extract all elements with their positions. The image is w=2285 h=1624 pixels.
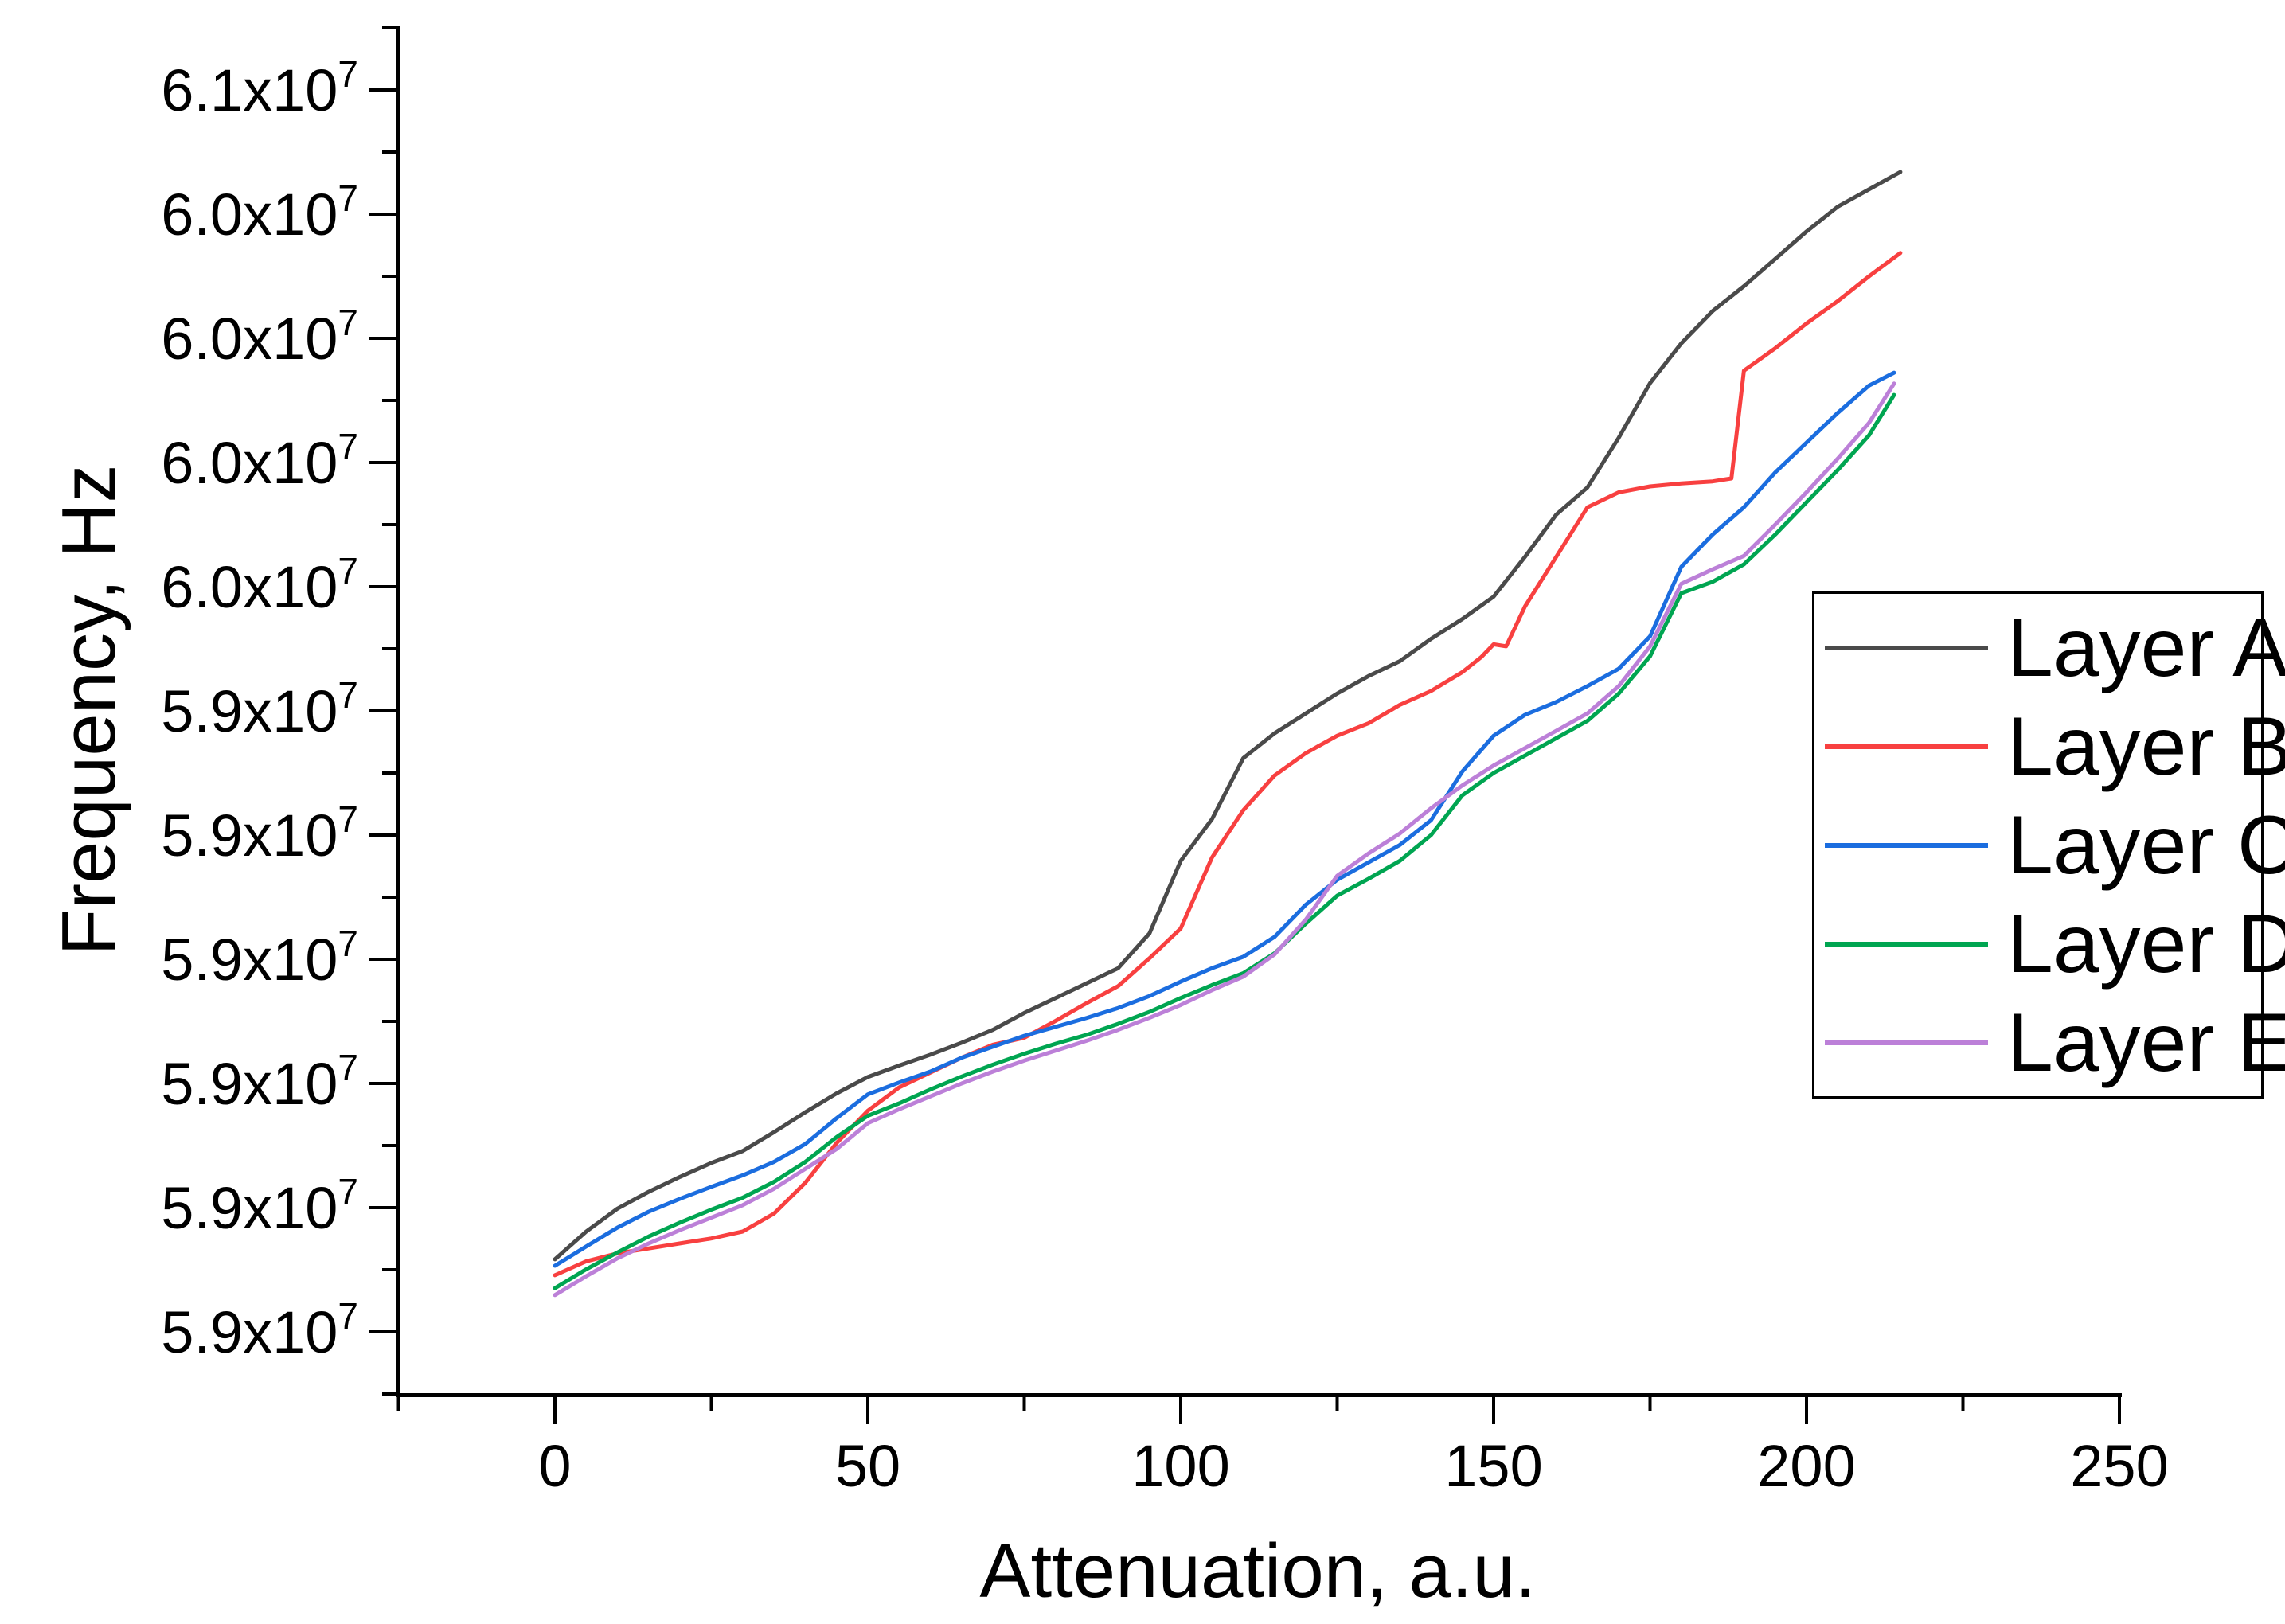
legend-label: Layer B xyxy=(2007,700,2285,793)
x-tick-label: 50 xyxy=(835,1433,900,1499)
y-axis-title: Frequency, Hz xyxy=(46,464,131,956)
y-tick-label: 5.9x107 xyxy=(161,674,358,744)
legend-line-sample xyxy=(1825,941,1988,947)
y-tick-label: 5.9x107 xyxy=(161,1171,358,1241)
legend-line-sample xyxy=(1825,1040,1988,1045)
x-axis-spine xyxy=(396,1393,2122,1397)
x-tick-label: 100 xyxy=(1131,1433,1229,1499)
legend-line-sample xyxy=(1825,744,1988,749)
x-tick-label: 200 xyxy=(1757,1433,1855,1499)
x-tick-label: 0 xyxy=(538,1433,571,1499)
legend-row: Layer A xyxy=(1814,599,2285,697)
legend-line-sample xyxy=(1825,842,1988,848)
x-axis-title: Attenuation, a.u. xyxy=(979,1528,1537,1614)
legend-row: Layer D xyxy=(1814,895,2285,994)
legend-line-sample xyxy=(1825,645,1988,650)
curve-layer-d xyxy=(553,392,1896,1290)
legend-label: Layer E xyxy=(2007,996,2285,1089)
curve-layer-b xyxy=(553,251,1903,1278)
legend-row: Layer E xyxy=(1814,994,2285,1092)
y-tick-label: 5.9x107 xyxy=(161,798,358,869)
curve-layer-a xyxy=(553,170,1903,1262)
legend-row: Layer C xyxy=(1814,796,2285,895)
y-tick-label: 6.0x107 xyxy=(161,302,358,372)
curve-layer-e xyxy=(553,381,1896,1298)
y-tick-label: 6.1x107 xyxy=(161,53,358,123)
y-tick-label: 5.9x107 xyxy=(161,923,358,993)
y-tick-label: 5.9x107 xyxy=(161,1295,358,1365)
legend-label: Layer D xyxy=(2007,897,2285,990)
y-axis-spine xyxy=(396,26,400,1397)
legend: Layer A Layer B Layer C Layer D Layer E xyxy=(1812,591,2285,1099)
y-tick-label: 6.0x107 xyxy=(161,426,358,496)
curve-layer-c xyxy=(553,370,1896,1268)
legend-label: Layer A xyxy=(2007,601,2285,694)
legend-row: Layer B xyxy=(1814,697,2285,796)
y-tick-label: 5.9x107 xyxy=(161,1047,358,1117)
x-tick-label: 250 xyxy=(2070,1433,2168,1499)
legend-label: Layer C xyxy=(2007,798,2285,892)
y-tick-label: 6.0x107 xyxy=(161,178,358,248)
x-tick-label: 150 xyxy=(1444,1433,1542,1499)
y-tick-label: 6.0x107 xyxy=(161,550,358,620)
